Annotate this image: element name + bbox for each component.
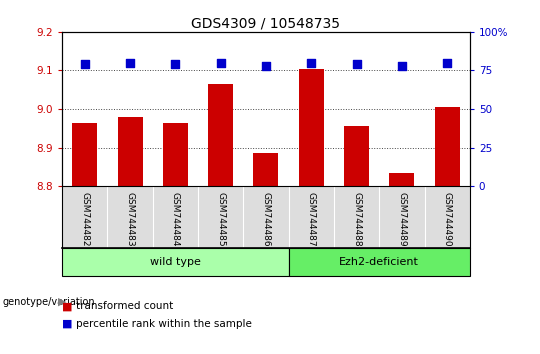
Text: GSM744488: GSM744488 [352, 193, 361, 247]
Point [307, 60, 315, 65]
Text: ▶: ▶ [58, 297, 67, 307]
Point [397, 63, 406, 69]
Text: transformed count: transformed count [76, 301, 173, 311]
Text: GSM744485: GSM744485 [216, 193, 225, 247]
Text: Ezh2-deficient: Ezh2-deficient [339, 257, 419, 267]
Text: GSM744484: GSM744484 [171, 193, 180, 247]
Point [126, 60, 134, 65]
Text: ■: ■ [62, 301, 76, 311]
Bar [299, 69, 323, 186]
Text: GSM744486: GSM744486 [261, 193, 271, 247]
Text: GSM744483: GSM744483 [126, 193, 134, 247]
Text: GSM744487: GSM744487 [307, 193, 316, 247]
Bar [163, 122, 188, 186]
Point [217, 60, 225, 65]
Text: wild type: wild type [150, 257, 201, 267]
Bar [62, 248, 288, 276]
Text: genotype/variation: genotype/variation [3, 297, 96, 307]
Title: GDS4309 / 10548735: GDS4309 / 10548735 [192, 17, 340, 31]
Point [443, 60, 451, 65]
Bar [435, 107, 460, 186]
Bar [389, 173, 414, 186]
Text: ■: ■ [62, 319, 76, 329]
Text: GSM744482: GSM744482 [80, 193, 89, 247]
Bar [288, 248, 470, 276]
Point [171, 62, 180, 67]
Text: GSM744490: GSM744490 [443, 193, 451, 247]
Bar [253, 154, 279, 186]
Point [261, 63, 270, 69]
Bar [208, 84, 233, 186]
Text: GSM744489: GSM744489 [397, 193, 406, 247]
Text: percentile rank within the sample: percentile rank within the sample [76, 319, 252, 329]
Point [80, 62, 89, 67]
Bar [72, 122, 97, 186]
Bar [118, 117, 143, 186]
Point [352, 62, 361, 67]
Bar [344, 126, 369, 186]
